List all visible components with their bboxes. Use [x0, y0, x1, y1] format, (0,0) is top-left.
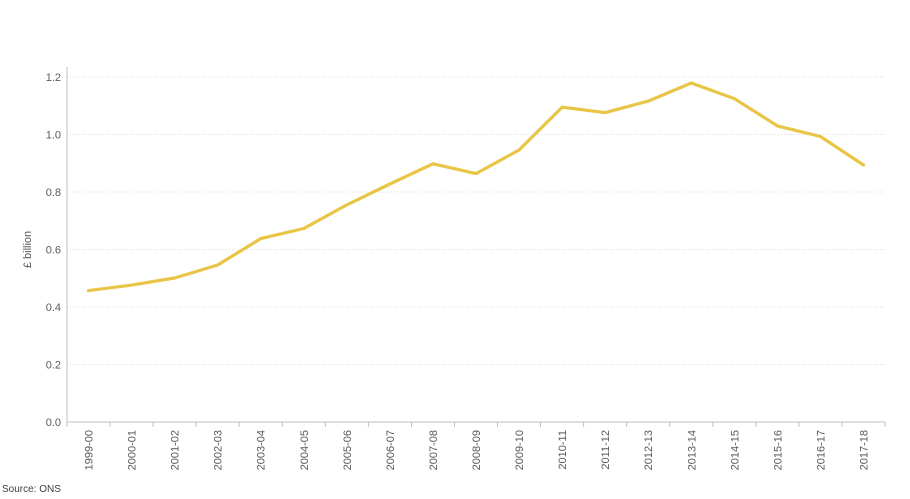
y-tick-label: 0.2 [46, 360, 61, 372]
data-point [431, 162, 435, 166]
data-point [517, 148, 521, 152]
data-point [173, 276, 177, 280]
data-point [861, 163, 865, 167]
series-line [86, 81, 866, 293]
x-tick-label: 2000-01 [127, 430, 139, 470]
data-point [775, 124, 779, 128]
x-tick-label: 2013-14 [686, 430, 698, 470]
x-tick-label: 2007-08 [428, 430, 440, 470]
x-tick-label: 2017-18 [858, 430, 870, 470]
x-tick-label: 2010-11 [557, 430, 569, 470]
series-layer [86, 81, 866, 293]
y-axis: 0.0 0.2 0.4 0.6 0.8 1.0 1.2 [46, 67, 68, 429]
x-tick-label: 2002-03 [213, 430, 225, 470]
data-point [130, 283, 134, 287]
y-axis-title: £ billion [22, 231, 34, 268]
data-point [818, 135, 822, 139]
data-point [259, 237, 263, 241]
x-tick-label: 1999-00 [84, 430, 96, 470]
data-point [603, 111, 607, 115]
y-tick-label: 1.0 [46, 130, 61, 142]
x-tick-label: 2012-13 [643, 430, 655, 470]
data-point [689, 81, 693, 85]
x-tick-label: 2015-16 [772, 430, 784, 470]
data-point [560, 105, 564, 109]
gridlines [67, 76, 885, 365]
y-tick-label: 0.8 [46, 187, 61, 199]
source-note: Source: ONS [2, 484, 61, 495]
y-tick-label: 0.6 [46, 245, 61, 257]
y-tick-label: 1.2 [46, 72, 61, 84]
data-point [646, 99, 650, 103]
data-point [87, 289, 91, 293]
data-point [474, 172, 478, 176]
x-axis: 1999-00 2000-01 2001-02 2002-03 2003-04 2004-… [66, 421, 886, 470]
y-tick-label: 0.0 [46, 417, 61, 429]
data-point [216, 263, 220, 267]
x-tick-label: 2005-06 [342, 430, 354, 470]
data-point [388, 182, 392, 186]
x-tick-label: 2011-12 [600, 430, 612, 470]
x-tick-label: 2008-09 [471, 430, 483, 470]
data-point [345, 203, 349, 207]
x-tick-label: 2016-17 [815, 430, 827, 470]
x-tick-label: 2014-15 [729, 430, 741, 470]
x-tick-label: 2003-04 [256, 430, 268, 470]
data-point [732, 97, 736, 101]
x-tick-label: 2009-10 [514, 430, 526, 470]
x-tick-label: 2004-05 [299, 430, 311, 470]
data-point [302, 227, 306, 231]
x-tick-label: 2006-07 [385, 430, 397, 470]
y-tick-label: 0.4 [46, 302, 61, 314]
x-tick-label: 2001-02 [170, 430, 182, 470]
